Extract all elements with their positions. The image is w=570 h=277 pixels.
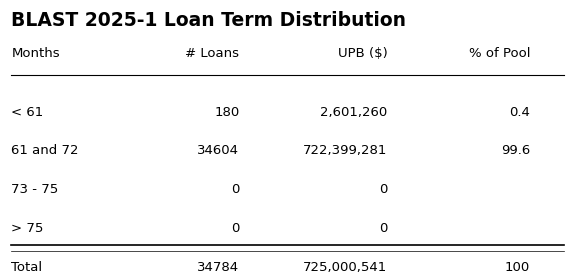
Text: # Loans: # Loans [185,47,239,60]
Text: 0.4: 0.4 [509,106,530,119]
Text: 0: 0 [231,222,239,235]
Text: 180: 180 [214,106,239,119]
Text: UPB ($): UPB ($) [338,47,388,60]
Text: 99.6: 99.6 [501,145,530,157]
Text: 2,601,260: 2,601,260 [320,106,388,119]
Text: 725,000,541: 725,000,541 [303,261,388,274]
Text: % of Pool: % of Pool [469,47,530,60]
Text: BLAST 2025-1 Loan Term Distribution: BLAST 2025-1 Loan Term Distribution [11,11,406,30]
Text: 722,399,281: 722,399,281 [303,145,388,157]
Text: 0: 0 [379,183,388,196]
Text: 100: 100 [505,261,530,274]
Text: 73 - 75: 73 - 75 [11,183,59,196]
Text: 34604: 34604 [197,145,239,157]
Text: 61 and 72: 61 and 72 [11,145,79,157]
Text: 0: 0 [231,183,239,196]
Text: Months: Months [11,47,60,60]
Text: > 75: > 75 [11,222,44,235]
Text: Total: Total [11,261,43,274]
Text: 0: 0 [379,222,388,235]
Text: 34784: 34784 [197,261,239,274]
Text: < 61: < 61 [11,106,44,119]
